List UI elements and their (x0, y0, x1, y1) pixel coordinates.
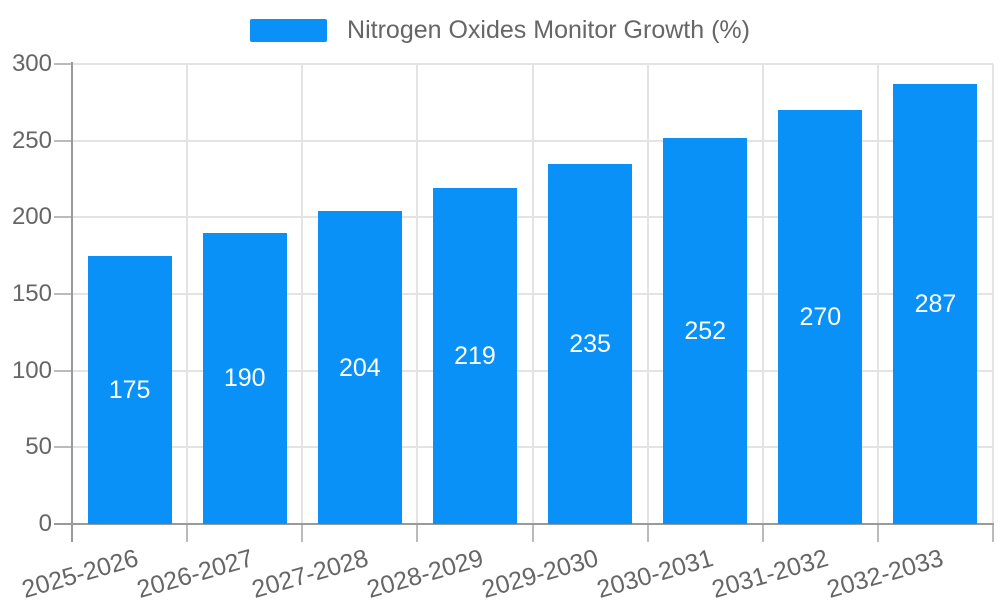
x-axis-tick-5 (646, 524, 649, 542)
y-tick-label-150: 150 (11, 280, 52, 307)
bar-value-label: 219 (454, 342, 496, 371)
y-axis-tick-50 (54, 446, 72, 449)
y-axis-tick-150 (54, 293, 72, 295)
bar-value-label: 252 (684, 316, 727, 345)
gridline-y-300 (72, 63, 993, 65)
legend-label: Nitrogen Oxides Monitor Growth (%) (347, 16, 750, 44)
gridline-x-5 (646, 64, 649, 524)
legend[interactable]: Nitrogen Oxides Monitor Growth (%) (0, 17, 1000, 44)
y-tick-label-0: 0 (38, 510, 52, 537)
gridline-x-3 (416, 64, 419, 524)
bar-value-label: 175 (108, 375, 151, 404)
legend-swatch (250, 19, 328, 42)
gridline-x-4 (531, 64, 534, 524)
x-axis-tick-2 (301, 524, 304, 542)
y-axis-tick-200 (54, 216, 72, 219)
bar-2028-2029[interactable] (432, 188, 517, 524)
x-axis-tick-3 (416, 524, 419, 542)
y-axis-tick-0 (54, 523, 72, 525)
y-axis-line (71, 62, 73, 524)
gridline-x-1 (186, 64, 189, 524)
bar-2029-2030[interactable] (548, 163, 633, 524)
bar-2032-2033[interactable] (893, 83, 978, 524)
gridline-x-6 (761, 64, 764, 524)
x-axis-tick-0 (71, 524, 73, 542)
y-axis-tick-300 (54, 63, 72, 65)
bar-value-label: 190 (223, 364, 266, 393)
bar-2027-2028[interactable] (317, 211, 402, 524)
y-axis-tick-100 (54, 369, 72, 372)
gridline-x-2 (301, 64, 304, 524)
x-axis-tick-8 (992, 524, 994, 542)
x-axis-tick-1 (186, 524, 189, 542)
bar-2025-2026[interactable] (87, 255, 172, 524)
y-tick-label-300: 300 (11, 50, 52, 77)
y-tick-label-200: 200 (11, 203, 52, 231)
bar-value-label: 235 (569, 329, 611, 358)
bar-value-label: 204 (338, 353, 381, 382)
bar-value-label: 270 (799, 303, 842, 331)
bar-2031-2032[interactable] (778, 110, 863, 524)
y-tick-label-50: 50 (25, 433, 52, 461)
x-axis-tick-7 (876, 524, 879, 542)
y-axis-tick-250 (54, 139, 72, 142)
bar-value-label: 287 (914, 289, 957, 318)
bar-2030-2031[interactable] (663, 137, 748, 524)
x-axis-tick-6 (761, 524, 764, 542)
bar-2026-2027[interactable] (202, 232, 287, 524)
y-tick-label-250: 250 (11, 126, 52, 154)
gridline-x-7 (876, 64, 879, 524)
gridline-x-8 (992, 64, 994, 524)
y-tick-label-100: 100 (11, 356, 52, 384)
x-axis-tick-4 (531, 524, 534, 542)
